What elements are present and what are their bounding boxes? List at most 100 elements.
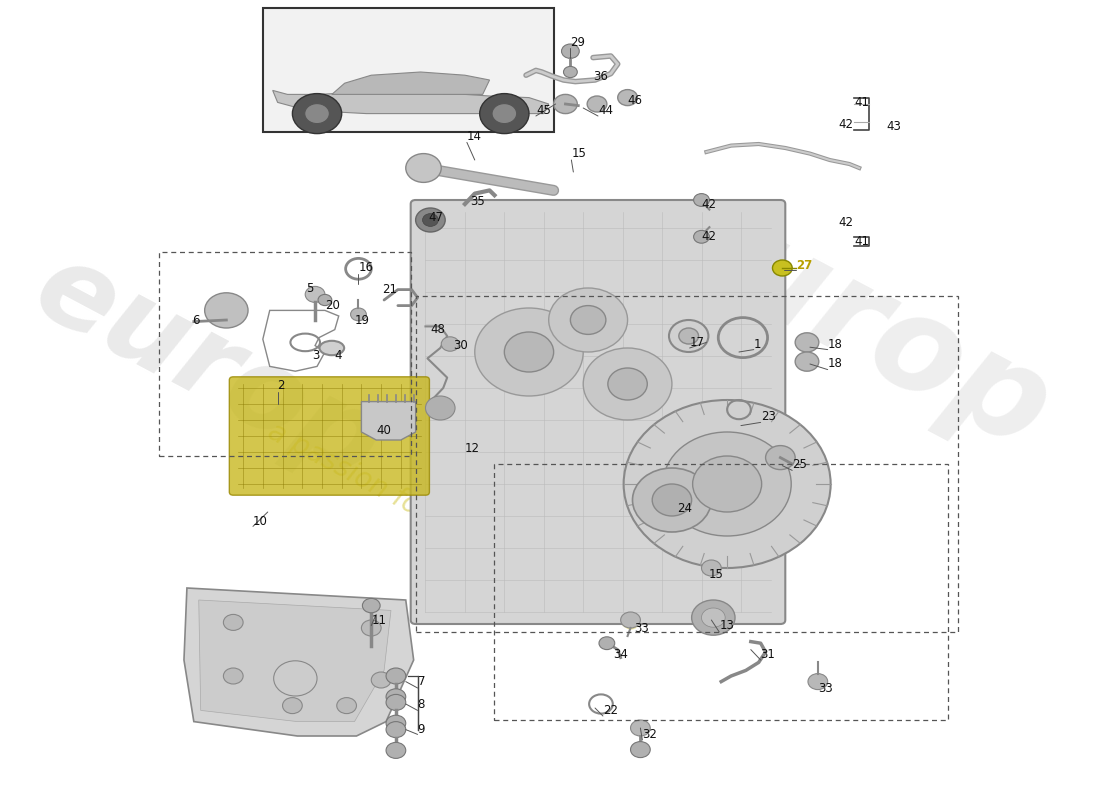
Text: 36: 36 bbox=[593, 70, 608, 82]
Circle shape bbox=[504, 332, 553, 372]
Text: 48: 48 bbox=[430, 323, 446, 336]
Circle shape bbox=[692, 600, 735, 635]
Bar bbox=[263, 8, 553, 132]
Circle shape bbox=[337, 698, 356, 714]
Text: 33: 33 bbox=[635, 622, 649, 634]
Text: 10: 10 bbox=[253, 515, 267, 528]
Text: 9: 9 bbox=[418, 723, 425, 736]
Text: 17: 17 bbox=[690, 336, 705, 349]
Circle shape bbox=[772, 260, 792, 276]
Circle shape bbox=[293, 94, 342, 134]
Ellipse shape bbox=[319, 341, 344, 355]
Text: 18: 18 bbox=[827, 338, 843, 350]
Circle shape bbox=[416, 208, 446, 232]
Circle shape bbox=[386, 668, 406, 684]
Text: 42: 42 bbox=[838, 118, 854, 130]
Circle shape bbox=[223, 668, 243, 684]
Circle shape bbox=[205, 293, 248, 328]
Text: 4: 4 bbox=[334, 350, 342, 362]
Circle shape bbox=[549, 288, 628, 352]
Circle shape bbox=[305, 286, 324, 302]
Bar bbox=[416, 296, 958, 632]
Circle shape bbox=[630, 720, 650, 736]
Text: 19: 19 bbox=[354, 314, 370, 326]
Circle shape bbox=[351, 308, 366, 321]
FancyBboxPatch shape bbox=[410, 200, 785, 624]
Circle shape bbox=[386, 715, 406, 731]
Polygon shape bbox=[332, 72, 490, 94]
Circle shape bbox=[318, 294, 332, 306]
Circle shape bbox=[475, 308, 583, 396]
Polygon shape bbox=[273, 90, 549, 114]
Circle shape bbox=[702, 560, 722, 576]
Text: 24: 24 bbox=[676, 502, 692, 514]
Circle shape bbox=[426, 396, 455, 420]
Text: 15: 15 bbox=[571, 147, 586, 160]
Text: 21: 21 bbox=[382, 283, 397, 296]
Polygon shape bbox=[362, 402, 416, 440]
Text: 42: 42 bbox=[702, 198, 716, 210]
Circle shape bbox=[679, 328, 699, 344]
Circle shape bbox=[362, 620, 381, 636]
Text: 2: 2 bbox=[277, 379, 285, 392]
Text: 47: 47 bbox=[428, 211, 443, 224]
Text: 30: 30 bbox=[453, 339, 468, 352]
Circle shape bbox=[702, 608, 725, 627]
Text: 13: 13 bbox=[719, 619, 734, 632]
Text: 5: 5 bbox=[306, 282, 313, 294]
Text: 40: 40 bbox=[376, 424, 392, 437]
Circle shape bbox=[362, 598, 381, 613]
Circle shape bbox=[694, 230, 710, 243]
Circle shape bbox=[441, 337, 459, 351]
Text: europ: europ bbox=[628, 162, 1070, 478]
Circle shape bbox=[795, 333, 818, 352]
Circle shape bbox=[563, 66, 578, 78]
Text: 42: 42 bbox=[702, 230, 716, 242]
Text: 11: 11 bbox=[372, 614, 386, 626]
Text: 29: 29 bbox=[571, 36, 585, 49]
Bar bbox=[495, 464, 948, 720]
Circle shape bbox=[600, 637, 615, 650]
Circle shape bbox=[608, 368, 647, 400]
Text: 43: 43 bbox=[887, 120, 902, 133]
Circle shape bbox=[624, 400, 830, 568]
Text: 34: 34 bbox=[613, 648, 628, 661]
Circle shape bbox=[223, 614, 243, 630]
Text: 33: 33 bbox=[817, 682, 833, 694]
Circle shape bbox=[274, 661, 317, 696]
Text: 42: 42 bbox=[838, 216, 854, 229]
Text: 31: 31 bbox=[761, 648, 776, 661]
Circle shape bbox=[406, 154, 441, 182]
Text: 14: 14 bbox=[466, 130, 482, 142]
Text: 3: 3 bbox=[312, 350, 319, 362]
Circle shape bbox=[386, 694, 406, 710]
Circle shape bbox=[618, 90, 637, 106]
FancyBboxPatch shape bbox=[229, 377, 429, 495]
Circle shape bbox=[583, 348, 672, 420]
Circle shape bbox=[422, 214, 438, 226]
Circle shape bbox=[480, 94, 529, 134]
Circle shape bbox=[305, 104, 329, 123]
Text: 25: 25 bbox=[792, 458, 807, 470]
Text: 18: 18 bbox=[827, 358, 843, 370]
Circle shape bbox=[620, 612, 640, 628]
Circle shape bbox=[587, 96, 607, 112]
Text: 46: 46 bbox=[628, 94, 642, 106]
Text: 32: 32 bbox=[642, 728, 657, 741]
Text: 16: 16 bbox=[359, 261, 373, 274]
Circle shape bbox=[630, 742, 650, 758]
Circle shape bbox=[386, 722, 406, 738]
Text: 23: 23 bbox=[761, 410, 776, 422]
Circle shape bbox=[386, 689, 406, 705]
Circle shape bbox=[693, 456, 761, 512]
Circle shape bbox=[492, 104, 517, 123]
Text: a passion for parts since 1985: a passion for parts since 1985 bbox=[263, 417, 647, 639]
Text: 20: 20 bbox=[324, 299, 340, 312]
Circle shape bbox=[283, 698, 302, 714]
Text: 44: 44 bbox=[598, 104, 613, 117]
Text: 12: 12 bbox=[465, 442, 480, 454]
Polygon shape bbox=[184, 588, 414, 736]
Circle shape bbox=[694, 194, 710, 206]
Text: 8: 8 bbox=[418, 698, 425, 710]
Circle shape bbox=[386, 742, 406, 758]
